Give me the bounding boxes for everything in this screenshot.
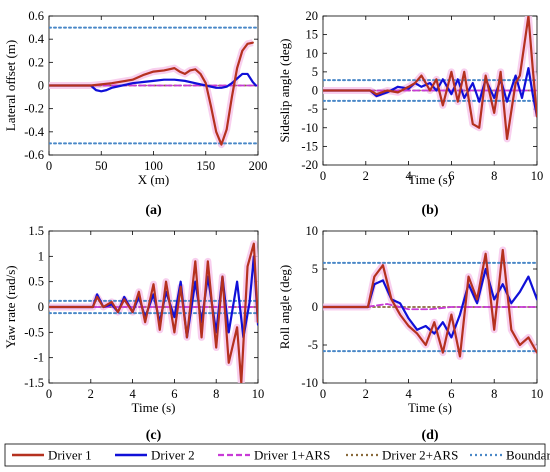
y-tick-label: 20 [306,9,319,23]
y-tick-label: 5 [312,65,318,79]
y-tick-label: 1 [38,249,44,263]
plot-area [49,240,258,383]
panel-label: (b) [421,203,438,218]
series-driver-1 [49,41,254,146]
y-axis-label: Yaw rate (rad/s) [3,265,18,348]
x-tick-label: 10 [252,387,265,401]
legend-label-driver-2-ars: Driver 2+ARS [382,448,458,463]
x-tick-label: 150 [196,159,215,173]
y-tick-label: -0.5 [24,325,44,339]
y-tick-label: 0 [38,300,44,314]
y-tick-label: 0.6 [28,9,44,23]
plot-area [323,16,537,143]
y-tick-label: -10 [301,376,318,390]
x-tick-label: 0 [320,387,326,401]
x-tick-label: 0 [46,159,52,173]
panel-d: 0 2 4 6 8 10 -10 -5 0 5 10 Time (s) Roll angle (deg)… [277,224,543,443]
envelope-band [49,39,254,149]
y-tick-label: 0.5 [28,275,44,289]
y-axis-label: Roll angle (deg) [277,265,292,349]
y-tick-label: 0 [38,79,44,93]
x-tick-label: 8 [491,169,497,183]
x-tick-label: 4 [405,169,412,183]
x-tick-label: 2 [363,387,369,401]
y-tick-label: 10 [306,46,319,60]
y-tick-label: -20 [301,158,318,172]
plot-area [49,26,258,149]
x-tick-label: 0 [320,169,326,183]
x-tick-label: 10 [531,387,544,401]
y-tick-label: 0 [312,84,318,98]
legend-label-driver-1: Driver 1 [48,448,92,463]
y-tick-label: 1.5 [28,224,44,238]
y-tick-label: -0.4 [24,125,45,139]
panel-label: (a) [145,203,162,218]
panel-a: 0 50 100 150 200 -0.6 -0.4 -0.2 0 0.2 0.4 0.6 X (m) L… [3,9,267,218]
legend: Driver 1 Driver 2 Driver 1+ARS Driver 2+ARS… [4,443,550,467]
x-tick-label: 8 [213,387,219,401]
y-tick-label: 0 [312,300,318,314]
y-tick-label: -1.5 [24,376,44,390]
x-tick-label: 0 [46,387,52,401]
y-axis-label: Lateral offset (m) [3,40,18,131]
y-tick-label: 15 [306,28,319,42]
x-tick-label: 6 [448,169,454,183]
x-tick-label: 50 [95,159,108,173]
y-tick-label: 0.2 [28,55,44,69]
y-tick-label: -0.6 [24,148,44,162]
legend-box [4,443,546,467]
x-axis-label: Time (s) [408,172,452,187]
y-tick-label: -5 [308,338,318,352]
y-tick-label: 5 [312,262,318,276]
series-driver-1 [323,248,537,358]
x-tick-label: 10 [531,169,544,183]
panel-label: (d) [421,428,438,443]
x-tick-label: 2 [363,169,369,183]
x-tick-label: 4 [405,387,412,401]
panel-b: 0 2 4 6 8 10 -20 -15 -10 -5 0 5 10 15 20 Time (s) Sidesl… [277,9,543,218]
series-driver-1 [49,242,258,383]
legend-label-driver-2: Driver 2 [151,448,195,463]
y-tick-label: 10 [306,224,319,238]
x-tick-label: 6 [171,387,177,401]
x-tick-label: 4 [129,387,136,401]
x-axis-label: Time (s) [132,400,176,415]
series-driver-2 [323,67,537,118]
y-axis-label: Sideslip angle (deg) [277,39,292,143]
panel-label: (c) [146,428,162,443]
legend-label-driver-1-ars: Driver 1+ARS [254,448,330,463]
x-tick-label: 200 [249,159,268,173]
series-driver-2 [49,72,258,93]
y-tick-label: -10 [301,121,318,135]
x-tick-label: 2 [88,387,94,401]
x-tick-label: 100 [144,159,163,173]
x-tick-label: 6 [448,387,454,401]
y-tick-label: -15 [301,139,318,153]
plot-area [323,246,537,360]
legend-label-boundary: Boundary [506,448,550,463]
x-axis-label: X (m) [138,172,169,187]
y-tick-label: -1 [34,351,44,365]
x-tick-label: 8 [491,387,497,401]
x-axis-label: Time (s) [408,400,452,415]
panel-c: 0 2 4 6 8 10 -1.5 -1 -0.5 0 0.5 1 1.5 Time (s) Yaw rat… [3,224,264,443]
y-tick-label: 0.4 [28,32,44,46]
y-tick-label: -0.2 [24,102,44,116]
series-driver-1 [323,16,537,141]
y-tick-label: -5 [308,102,318,116]
series-driver-1-ars [323,303,537,311]
